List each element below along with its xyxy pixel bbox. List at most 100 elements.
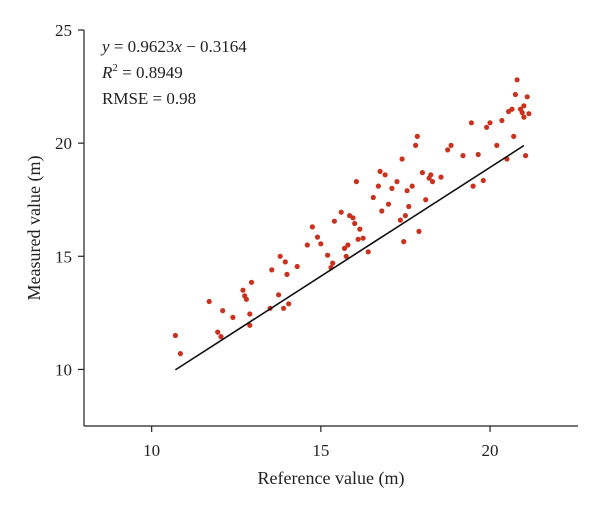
data-point [286, 301, 292, 307]
data-point [206, 298, 212, 305]
data-point [484, 124, 490, 130]
data-point [338, 209, 344, 215]
data-point [360, 235, 366, 241]
data-point [385, 201, 392, 207]
data-point [445, 147, 451, 153]
data-point [480, 177, 486, 184]
data-point [355, 236, 361, 242]
regression-annotation: y = 0.9623x − 0.3164 R2 = 0.8949 RMSE = … [100, 37, 247, 108]
data-point [526, 111, 532, 117]
data-point [414, 133, 420, 139]
data-point [402, 213, 408, 219]
data-point [331, 218, 337, 224]
data-point [247, 322, 253, 328]
data-point [494, 142, 500, 148]
equation-y-var: y [100, 37, 110, 56]
rmse-text: RMSE = 0.98 [102, 89, 196, 108]
data-point [352, 220, 358, 227]
data-point [460, 153, 466, 159]
data-point [377, 168, 383, 174]
axes [83, 30, 578, 427]
data-point [243, 296, 249, 302]
data-point [512, 91, 519, 98]
y-ticks: 10 15 20 25 [55, 21, 84, 379]
data-point [353, 179, 359, 185]
data-point [416, 228, 422, 234]
fit-line [174, 144, 525, 371]
r-squared-text: R2 = 0.8949 [101, 62, 183, 82]
data-points [172, 77, 532, 357]
data-point [276, 292, 282, 298]
data-point [281, 305, 287, 311]
y-axis-title: Measured value (m) [24, 156, 45, 301]
data-point [240, 287, 246, 293]
y-tick-label: 20 [55, 134, 72, 153]
data-point [284, 271, 290, 277]
y-tick-label: 10 [55, 360, 72, 379]
data-point [524, 94, 530, 100]
data-point [230, 314, 236, 320]
data-point [470, 183, 476, 189]
data-point [399, 156, 405, 162]
data-point [509, 106, 515, 112]
data-point [365, 249, 371, 255]
data-point [294, 263, 300, 270]
data-point [318, 241, 324, 247]
data-point [343, 253, 349, 259]
data-point [409, 183, 415, 189]
data-point [350, 215, 356, 221]
data-point [397, 217, 403, 223]
data-point [448, 142, 454, 148]
data-point [314, 234, 321, 240]
data-point [429, 179, 436, 185]
data-point [382, 172, 388, 178]
data-point [248, 279, 255, 285]
x-ticks: 10 15 20 [143, 426, 499, 460]
data-point [519, 110, 525, 116]
data-point [404, 188, 410, 194]
data-point [375, 183, 381, 189]
data-point [330, 260, 336, 266]
data-point [514, 77, 520, 83]
data-point [277, 253, 283, 259]
data-point [523, 153, 529, 159]
data-point [521, 114, 527, 120]
data-point [379, 208, 385, 214]
r-squared-symbol: R [101, 63, 113, 82]
x-tick-label: 15 [312, 441, 329, 460]
r-squared-exponent: 2 [112, 62, 118, 74]
y-tick-label: 15 [55, 247, 72, 266]
data-point [423, 197, 429, 203]
data-point [475, 151, 481, 158]
data-point [218, 334, 224, 340]
data-point [521, 103, 527, 109]
data-point [389, 185, 395, 191]
x-axis-title: Reference value (m) [258, 468, 405, 489]
data-point [304, 242, 310, 248]
data-point [325, 252, 331, 258]
data-point [487, 120, 493, 126]
equation-x-var: x [173, 37, 182, 56]
data-point [282, 259, 288, 265]
data-point [511, 133, 517, 139]
data-point [172, 332, 178, 339]
data-point [428, 172, 434, 178]
x-tick-label: 10 [143, 441, 160, 460]
data-point [220, 308, 226, 314]
data-point [247, 311, 253, 317]
data-point [419, 170, 425, 176]
data-point [215, 329, 221, 335]
x-tick-label: 20 [482, 441, 499, 460]
data-point [341, 245, 348, 251]
data-point [357, 226, 363, 232]
r-squared-value: = 0.8949 [118, 63, 183, 82]
data-point [401, 239, 407, 245]
data-point [345, 242, 351, 248]
data-point [499, 117, 505, 124]
data-point [370, 194, 376, 201]
data-point [406, 203, 412, 210]
equation-text: y = 0.9623x − 0.3164 [100, 37, 247, 56]
equation-slope: = 0.9623 [110, 37, 175, 56]
data-point [468, 120, 474, 126]
